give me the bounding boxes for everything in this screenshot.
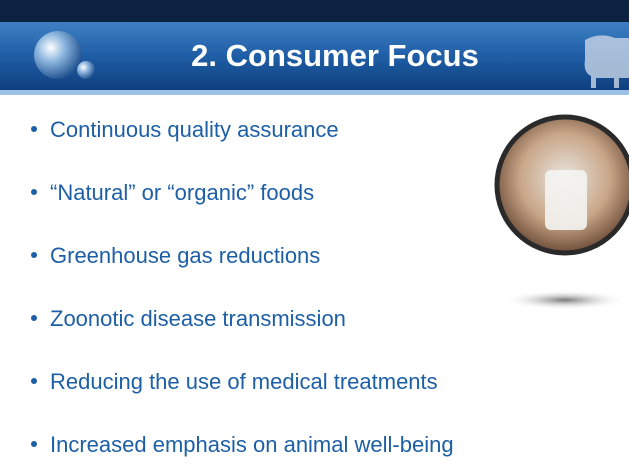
bullet-text: Zoonotic disease transmission bbox=[50, 306, 346, 331]
bullet-dot bbox=[31, 315, 37, 321]
globe-icon bbox=[34, 31, 82, 79]
milk-glass bbox=[545, 170, 587, 230]
bullet-text: Increased emphasis on animal well-being bbox=[50, 432, 454, 457]
bullet-text: Reducing the use of medical treatments bbox=[50, 369, 438, 394]
bullet-text: Continuous quality assurance bbox=[50, 117, 339, 142]
bullet-dot bbox=[31, 441, 37, 447]
photo-shadow bbox=[503, 290, 627, 310]
page: 2. Consumer Focus Continuous quality ass… bbox=[0, 0, 629, 472]
bullet-dot bbox=[31, 252, 37, 258]
globe-icon-small bbox=[77, 61, 95, 79]
slide-title: 2. Consumer Focus bbox=[191, 38, 479, 73]
bullet-text: “Natural” or “organic” foods bbox=[50, 180, 314, 205]
top-strip bbox=[0, 0, 629, 22]
bullet-text: Greenhouse gas reductions bbox=[50, 243, 320, 268]
bullet-dot bbox=[31, 126, 37, 132]
bullet-dot bbox=[31, 189, 37, 195]
bullet-dot bbox=[31, 378, 37, 384]
band-rule bbox=[0, 90, 629, 95]
slide: 2. Consumer Focus Continuous quality ass… bbox=[0, 0, 629, 472]
